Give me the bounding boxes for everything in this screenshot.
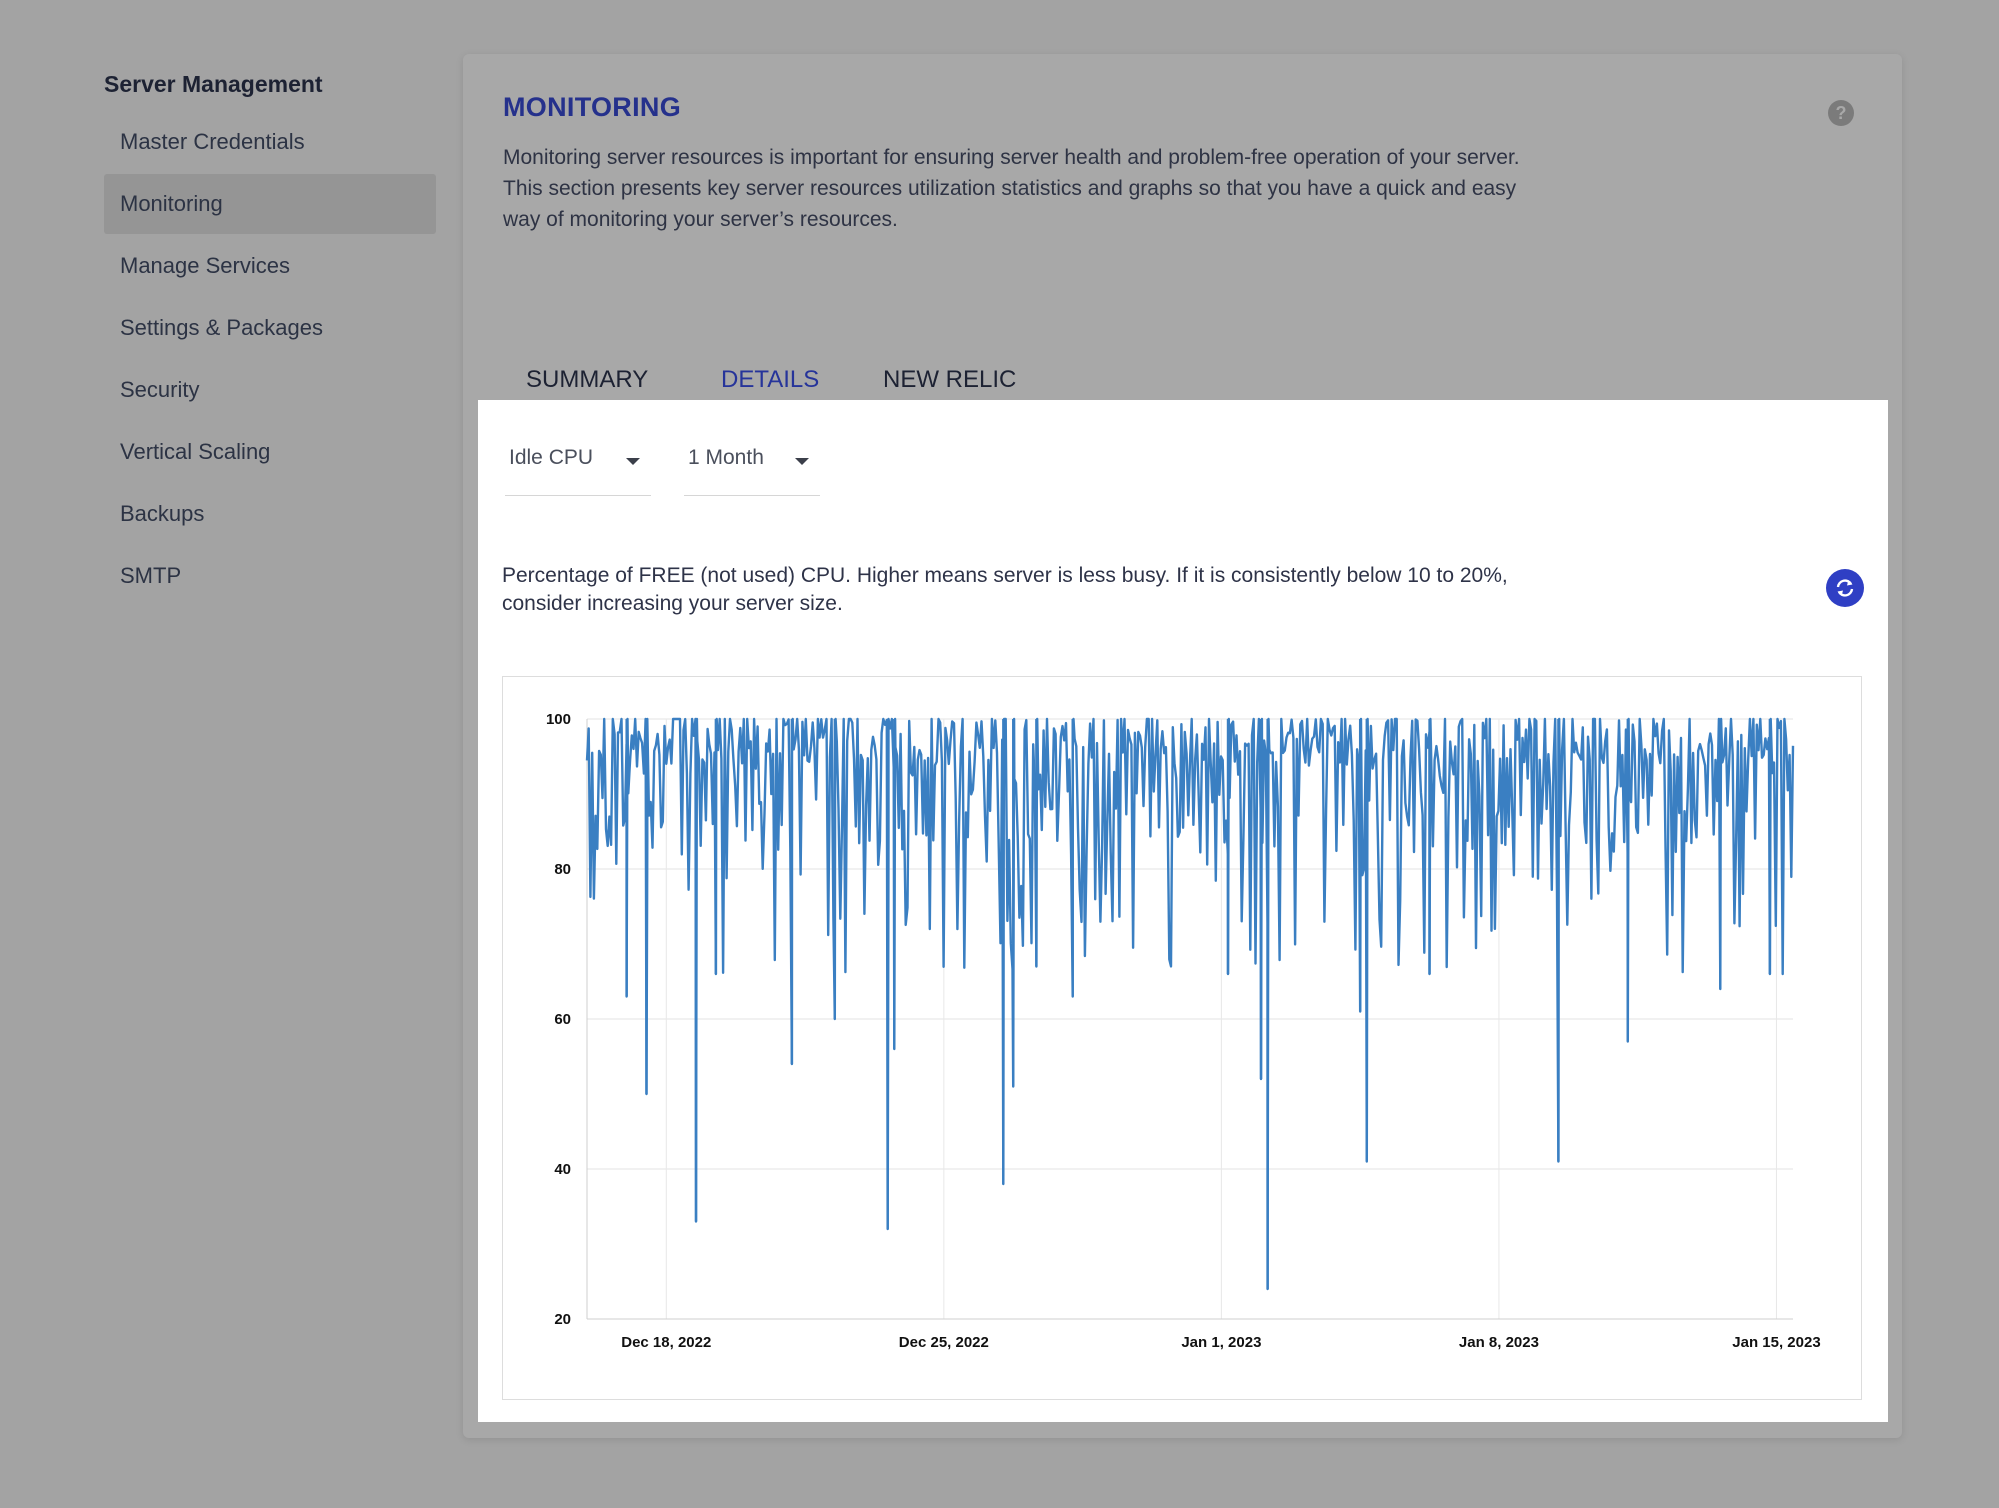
sidebar-item-smtp[interactable]: SMTP (120, 563, 182, 588)
x-tick-label: Dec 18, 2022 (621, 1334, 711, 1351)
range-select[interactable]: 1 Month (684, 436, 820, 496)
metric-select-value: Idle CPU (509, 446, 594, 469)
tab-new-relic[interactable]: NEW RELIC (883, 366, 1016, 427)
tab-label: DETAILS (721, 366, 820, 393)
sidebar-item-security[interactable]: Security (120, 377, 200, 402)
x-tick-label: Jan 15, 2023 (1732, 1334, 1820, 1351)
sidebar-item-monitoring[interactable]: Monitoring (104, 174, 436, 234)
tab-label: SUMMARY (526, 366, 649, 393)
sidebar-nav: Master Credentials Monitoring Manage Servi… (104, 112, 436, 606)
chart-svg: 20 40 60 80 100 Dec 18, 2022 Dec 25, 2022 Jan 1… (546, 711, 1821, 1351)
chevron-down-icon (626, 458, 640, 465)
chart-description: Percentage of FREE (not used) CPU. Highe… (502, 564, 1508, 615)
tab-label: NEW RELIC (883, 366, 1017, 393)
y-tick-label: 80 (554, 861, 571, 878)
y-tick-label: 40 (554, 1161, 571, 1178)
sidebar-item-backups[interactable]: Backups (120, 501, 205, 526)
sidebar-item-manage-services[interactable]: Manage Services (120, 253, 290, 278)
y-tick-label: 60 (554, 1011, 571, 1028)
tab-summary[interactable]: SUMMARY (526, 366, 648, 427)
y-tick-label: 20 (554, 1311, 571, 1328)
idle-cpu-chart: 20 40 60 80 100 Dec 18, 2022 Dec 25, 2022 Jan 1… (502, 676, 1862, 1400)
details-card: Idle CPU 1 Month Percentage of FREE (not… (478, 400, 1888, 1422)
chevron-down-icon (795, 458, 809, 465)
help-icon[interactable]: ? (1828, 100, 1854, 126)
x-tick-label: Jan 8, 2023 (1459, 1334, 1539, 1351)
series-line-idle-cpu (585, 717, 1795, 1291)
monitoring-panel: MONITORING ? Monitoring server resources… (463, 54, 1902, 1438)
x-tick-label: Dec 25, 2022 (899, 1334, 989, 1351)
metric-select[interactable]: Idle CPU (505, 436, 651, 496)
sidebar-title: Server Management (104, 71, 323, 97)
sidebar-item-settings-packages[interactable]: Settings & Packages (120, 315, 324, 340)
x-tick-label: Jan 1, 2023 (1181, 1334, 1261, 1351)
sidebar-item-vertical-scaling[interactable]: Vertical Scaling (120, 439, 271, 464)
refresh-icon[interactable] (1826, 569, 1864, 607)
range-select-value: 1 Month (688, 446, 764, 469)
page-description: Monitoring server resources is important… (503, 146, 1520, 231)
y-tick-label: 100 (546, 711, 571, 728)
sidebar-item-master-credentials[interactable]: Master Credentials (120, 129, 305, 154)
page-title: MONITORING (503, 92, 681, 122)
sidebar: Server Management Master Credentials Moni… (104, 66, 436, 608)
